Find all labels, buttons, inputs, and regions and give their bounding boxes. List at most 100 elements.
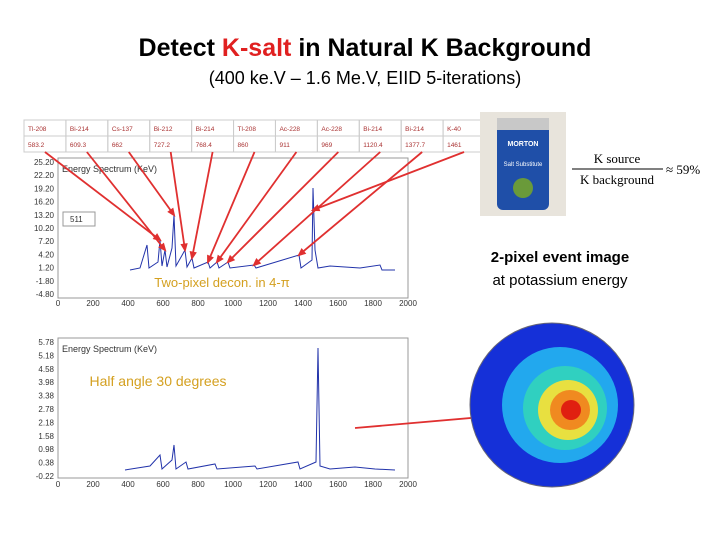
y-tick-label: 1.58	[38, 432, 54, 441]
salt-image: MORTON Salt Substitute	[480, 112, 566, 216]
table-cell-text: Bi-214	[196, 126, 215, 133]
table-cell-text: 583.2	[28, 142, 45, 149]
y-tick-label: 4.58	[38, 365, 54, 374]
x-tick-label: 800	[191, 480, 205, 489]
y-tick-label: -0.22	[36, 472, 55, 481]
spectrum-line	[129, 187, 395, 271]
y-tick-label: 2.18	[38, 418, 54, 427]
canister	[497, 118, 549, 210]
arrow-head	[310, 204, 321, 212]
arrow	[207, 151, 256, 263]
arrow	[298, 151, 423, 256]
x-tick-label: 2000	[399, 299, 417, 308]
arrow	[128, 151, 175, 216]
y-tick-label: -1.80	[36, 277, 55, 286]
title-suffix: in Natural K Background	[291, 34, 591, 62]
x-tick-label: 200	[86, 480, 100, 489]
table-cell-text: Bi-214	[70, 126, 89, 133]
x-tick-label: 1000	[224, 299, 242, 308]
x-tick-label: 600	[156, 480, 170, 489]
y-tick-label: 10.20	[34, 224, 55, 233]
x-tick-label: 1800	[364, 480, 382, 489]
arrow-head	[158, 242, 167, 252]
brand: MORTON	[508, 141, 539, 148]
table-cell-text: Ac-228	[279, 126, 300, 133]
y-tick-label: 3.38	[38, 392, 54, 401]
formula-result: ≈ 59%	[666, 162, 700, 177]
table-cell-text: Ac-228	[321, 126, 342, 133]
lid	[497, 118, 549, 130]
arrow-head	[252, 257, 262, 267]
x-tick-label: 400	[121, 299, 135, 308]
title-prefix: Detect	[139, 34, 222, 62]
y-tick-label: 0.98	[38, 445, 54, 454]
y-tick-label: 4.20	[38, 250, 54, 259]
table-cell-text: 1120.4	[363, 142, 383, 149]
y-tick-label: 1.20	[38, 264, 54, 273]
x-tick-label: 1400	[294, 299, 312, 308]
arrow	[227, 151, 339, 263]
subtitle: (400 ke.V – 1.6 Me.V, EIID 5-iterations)	[209, 68, 522, 88]
caption: 2-pixel event image	[491, 249, 629, 266]
title-highlight: K-salt	[222, 34, 292, 62]
table-cell-text: 911	[279, 142, 290, 149]
table-cell-text: Cs-137	[112, 126, 133, 133]
table-cell-text: 969	[321, 142, 332, 149]
table-cell-text: Bi-212	[154, 126, 173, 133]
axis: 25.20 22.20 19.20 16.20 13.20 10.20 7.20 4.20 1.…	[34, 158, 417, 308]
arrow-head	[167, 207, 176, 217]
product: Salt Substitute	[504, 162, 543, 168]
spectrum-line	[124, 347, 396, 471]
arrow-head	[180, 243, 188, 253]
table-cell-text: Tl-208	[28, 126, 47, 133]
arrow-head	[226, 254, 236, 264]
veg	[513, 178, 533, 198]
arrow-head	[207, 254, 214, 265]
table-cell-text: Bi-214	[363, 126, 382, 133]
table-cell-text: Tl-208	[238, 126, 257, 133]
formula-numerator: K source	[594, 151, 641, 166]
spectrum-title: Energy Spectrum (KeV)	[62, 164, 157, 174]
y-tick-label: 2.78	[38, 405, 54, 414]
y-tick-label: 0.38	[38, 459, 54, 468]
y-tick-label: 25.20	[34, 158, 55, 167]
arrow	[86, 151, 166, 251]
isotope-table: Tl-208 Bi-214 Cs-137 Bi-212 Bi-214 Tl-208 Ac-2…	[23, 119, 486, 153]
x-tick-label: 1200	[259, 299, 277, 308]
y-tick-label: 5.18	[38, 351, 54, 360]
table-cell-text: 768.4	[196, 142, 213, 149]
table-cell-text: 1377.7	[405, 142, 425, 149]
title: Detect K-salt in Natural K Background	[139, 34, 592, 62]
table-cell-text: K-40	[447, 126, 461, 133]
table-cell-text: 727.2	[154, 142, 171, 149]
x-tick-label: 1800	[364, 299, 382, 308]
arrow	[169, 151, 186, 251]
y-tick-label: 5.78	[38, 338, 54, 347]
peak-label: 511	[70, 215, 83, 224]
x-tick-label: 1400	[294, 480, 312, 489]
table-cell-text: 662	[112, 142, 123, 149]
arrow	[44, 151, 161, 241]
arrow-head	[215, 254, 224, 264]
y-tick-label: 7.20	[38, 237, 54, 246]
caption: at potassium energy	[492, 272, 628, 289]
peak-label-box	[62, 211, 96, 227]
annotation: Two-pixel decon. in 4-π	[154, 275, 289, 290]
formula-denominator: K background	[580, 172, 655, 187]
table-cell-text: 860	[238, 142, 249, 149]
arrow	[312, 151, 465, 211]
annotation: Half angle 30 degrees	[90, 373, 227, 389]
x-tick-label: 0	[56, 299, 61, 308]
x-tick-label: 600	[156, 299, 170, 308]
arrow	[191, 151, 214, 259]
arrow-head	[297, 248, 307, 257]
y-tick-label: 3.98	[38, 378, 54, 387]
event-image	[469, 322, 635, 488]
spectrum-frame	[57, 337, 409, 479]
spectrum-title: Energy Spectrum (KeV)	[62, 344, 157, 354]
spectrum-frame	[57, 157, 409, 299]
x-tick-label: 800	[191, 299, 205, 308]
x-tick-label: 1600	[329, 299, 347, 308]
axis: 5.78 5.18 4.58 3.98 3.38 2.78 2.18 1.58 0.98 0.38…	[36, 338, 418, 489]
